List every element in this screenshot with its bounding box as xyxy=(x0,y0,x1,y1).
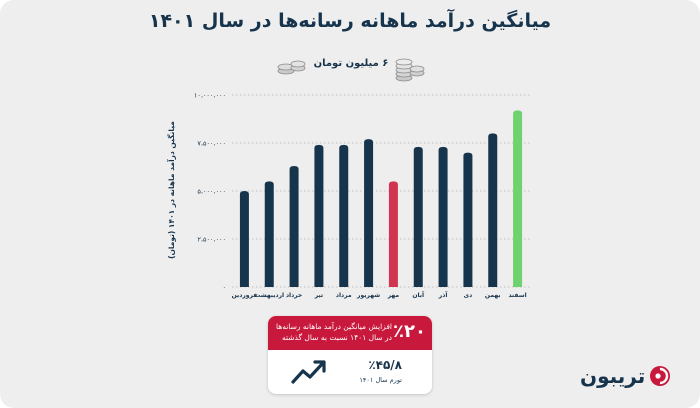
chart-subtitle: ۶ میلیون تومان xyxy=(313,58,389,69)
info-card: ٪۲۰ افزایش میانگین درآمد ماهانه رسانه‌ها… xyxy=(268,316,432,394)
bar-12 xyxy=(513,110,523,287)
chart-grid xyxy=(232,94,530,288)
bar-7 xyxy=(388,181,398,287)
tribune-logo-icon xyxy=(650,366,671,386)
y-axis-label: میانگین درآمد ماهانه در ۱۴۰۱ (تومان) xyxy=(166,121,176,259)
x-tick-label: آبان xyxy=(412,290,425,299)
coins-left-icon xyxy=(277,60,306,75)
bar-3 xyxy=(289,166,299,287)
y-tick-label: ۵،۰۰۰،۰۰۰ xyxy=(197,188,226,196)
trend-up-arrow-icon xyxy=(291,360,326,384)
x-tick-label: تیر xyxy=(314,292,323,299)
x-tick-label: اردیبهشت xyxy=(254,292,284,299)
x-tick-label: دی xyxy=(464,292,473,299)
x-tick-label: خرداد xyxy=(286,292,302,299)
x-tick-label: مهر xyxy=(387,292,400,299)
coins-right-icon xyxy=(395,58,425,82)
bar-4 xyxy=(314,144,324,287)
bar-8 xyxy=(413,146,423,287)
inflation-label: تورم سال ۱۴۰۱ xyxy=(359,376,402,384)
bar-2 xyxy=(264,181,274,287)
brand-name: تریبون xyxy=(580,364,646,388)
bar-1 xyxy=(239,191,249,287)
y-axis-ticks: ۰ ۲،۵۰۰،۰۰۰ ۵،۰۰۰،۰۰۰ ۷،۵۰۰،۰۰۰ ۱۰،۰۰۰،۰۰۰ xyxy=(194,92,226,292)
y-tick-label: ۷،۵۰۰،۰۰۰ xyxy=(197,140,226,148)
info-card-header: ٪۲۰ افزایش میانگین درآمد ماهانه رسانه‌ها… xyxy=(268,316,432,350)
bar-11 xyxy=(488,133,498,287)
x-tick-label: آذر xyxy=(438,290,449,299)
x-tick-label: مرداد xyxy=(336,292,352,299)
x-tick-label: فروردین xyxy=(232,292,258,299)
bar-9 xyxy=(438,146,448,287)
bar-10 xyxy=(463,152,473,287)
y-tick-label: ۱۰،۰۰۰،۰۰۰ xyxy=(194,92,226,100)
bar-6 xyxy=(364,139,374,287)
inflation-value: ٪۴۵/۸ xyxy=(368,358,402,372)
growth-percent: ٪۲۰ xyxy=(393,321,426,342)
chart-title: میانگین درآمد ماهانه رسانه‌ها در سال ۱۴۰… xyxy=(148,10,552,32)
chart-bars xyxy=(239,110,523,287)
growth-description: افزایش میانگین درآمد ماهانه رسانه‌ها در … xyxy=(275,322,392,342)
brand-logo: تریبون xyxy=(580,364,671,388)
y-tick-label: ۲،۵۰۰،۰۰۰ xyxy=(197,236,226,244)
x-tick-label: اسفند xyxy=(508,292,526,299)
y-tick-label: ۰ xyxy=(223,284,227,292)
x-tick-label: شهریور xyxy=(356,292,380,299)
x-tick-label: بهمن xyxy=(485,292,501,299)
bar-5 xyxy=(339,144,349,287)
